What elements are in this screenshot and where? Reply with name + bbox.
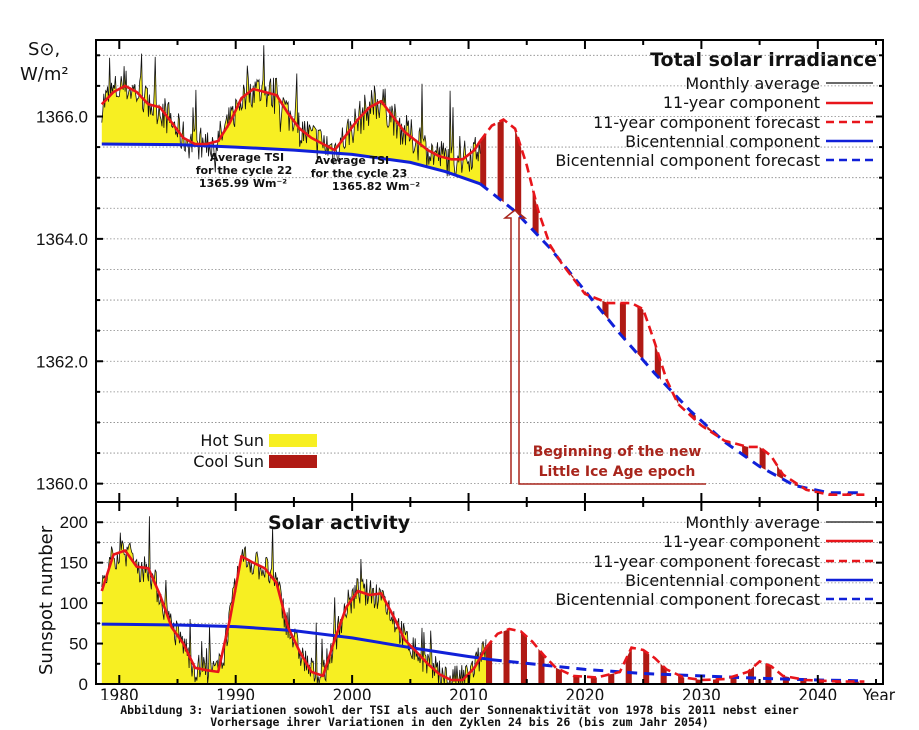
- bottom-cool-sun-stripe: [555, 667, 562, 684]
- little-ice-age-line1: Beginning of the new: [533, 444, 702, 460]
- cool-sun-label: Cool Sun: [193, 452, 264, 471]
- bottom-y-tick-label: 150: [60, 554, 88, 573]
- bottom-cool-sun-stripe: [520, 631, 527, 684]
- top-panel-series: [100, 45, 865, 496]
- solar-chart: 1360.0 1362.0 1364.0 1366.0 0 50 100 150 200 1980…: [20, 39, 896, 700]
- bottom-legend-bicentennial: Bicentennial component: [625, 571, 820, 590]
- top-legend-11yr-forecast: 11-year component forecast: [593, 113, 820, 132]
- top-cool-sun-stripe: [759, 446, 766, 470]
- x-tick-label: 2000: [333, 686, 372, 700]
- x-tick-label: 2020: [566, 686, 605, 700]
- bottom-y-tick-label: 100: [60, 594, 88, 613]
- x-tick-label: 2030: [682, 686, 721, 700]
- bottom-bicentennial-line: [101, 622, 493, 662]
- bottom-panel-series: [100, 516, 865, 685]
- bottom-y-tick-label: 50: [69, 635, 88, 654]
- hot-cool-legend: Hot Sun Cool Sun: [193, 431, 317, 471]
- top-cool-sun-stripe: [619, 303, 626, 341]
- bottom-panel-title: Solar activity: [268, 512, 411, 534]
- bottom-bicentennial-forecast-line: [491, 658, 865, 683]
- x-tick-label: 1990: [216, 686, 255, 700]
- bottom-cool-sun-stripe: [608, 673, 615, 684]
- top-cool-sun-stripe: [654, 342, 661, 380]
- cycle22-line2: for the cycle 22: [196, 164, 293, 177]
- bottom-legend: Monthly average 11-year component 11-yea…: [555, 513, 873, 609]
- top-legend: Monthly average 11-year component 11-yea…: [555, 74, 873, 170]
- bottom-panel-gridlines: [96, 521, 883, 665]
- top-panel-fills: [101, 45, 853, 495]
- top-cool-sun-stripe: [480, 133, 487, 189]
- top-y-tick-label: 1362.0: [36, 352, 88, 371]
- top-y-tick-label: 1366.0: [36, 107, 88, 126]
- bottom-legend-monthly: Monthly average: [685, 513, 820, 532]
- bottom-cool-sun-stripe: [538, 648, 545, 684]
- cycle22-line1: Average TSI: [210, 151, 284, 164]
- cool-sun-swatch: [269, 455, 317, 468]
- top-hot-sun-fill: [101, 45, 481, 184]
- top-y-label-line2: W/m²: [20, 64, 69, 85]
- top-panel-gridlines: [96, 54, 883, 485]
- hot-sun-label: Hot Sun: [200, 431, 264, 450]
- bottom-11yr-line: [100, 549, 488, 682]
- top-cool-sun-stripe: [515, 128, 522, 218]
- bottom-panel-frame: [95, 501, 884, 685]
- cycle22-line3: 1365.99 Wm⁻²: [199, 177, 287, 190]
- annotation-cycle-23: Average TSI for the cycle 23 1365.82 Wm⁻…: [311, 154, 421, 193]
- top-y-tick-label: 1360.0: [36, 475, 88, 494]
- bottom-11yr-forecast-line: [485, 627, 865, 683]
- bottom-legend-bicentennial-forecast: Bicentennial component forecast: [555, 590, 820, 609]
- top-legend-monthly: Monthly average: [685, 74, 820, 93]
- bottom-cool-sun-stripe: [573, 675, 580, 684]
- bottom-cool-sun-stripe: [503, 629, 510, 684]
- figure-caption-line1: Abbildung 3: Variationen sowohl der TSI …: [120, 703, 799, 717]
- top-11yr-forecast-line: [479, 117, 865, 496]
- bottom-legend-11yr-forecast: 11-year component forecast: [593, 552, 820, 571]
- cycle23-line1: Average TSI: [315, 154, 389, 167]
- little-ice-age-line2: Little Ice Age epoch: [539, 464, 696, 480]
- axis-labels: 1360.0 1362.0 1364.0 1366.0 0 50 100 150 200 1980…: [36, 107, 837, 700]
- annotation-cycle-22: Average TSI for the cycle 22 1365.99 Wm⁻…: [196, 151, 293, 190]
- little-ice-age-arrow: [502, 209, 706, 485]
- bottom-y-tick-label: 200: [60, 513, 88, 532]
- top-legend-bicentennial: Bicentennial component: [625, 132, 820, 151]
- top-y-tick-label: 1364.0: [36, 230, 88, 249]
- bottom-cool-sun-stripe: [625, 647, 632, 684]
- bottom-cool-sun-stripe: [486, 640, 493, 684]
- bottom-cool-sun-stripe: [748, 666, 754, 684]
- top-legend-11yr: 11-year component: [663, 93, 820, 112]
- top-11yr-line: [100, 84, 482, 161]
- figure-caption-line2: Vorhersage ihrer Variationen in den Zykl…: [210, 715, 709, 729]
- x-tick-label: 2010: [449, 686, 488, 700]
- hot-sun-swatch: [269, 434, 317, 447]
- bottom-cool-sun-stripe: [590, 677, 597, 684]
- bottom-hot-sun-fill: [101, 516, 487, 684]
- cycle23-line2: for the cycle 23: [311, 167, 408, 180]
- top-bicentennial-forecast-line: [479, 182, 865, 495]
- top-cool-sun-stripe: [497, 119, 504, 203]
- x-tick-label: 2040: [798, 686, 837, 700]
- top-bicentennial-line: [101, 142, 481, 186]
- bottom-cool-sun-stripe: [695, 679, 702, 684]
- bottom-cool-sun-stripe: [643, 650, 650, 684]
- bottom-legend-11yr: 11-year component: [663, 532, 820, 551]
- bottom-y-label: Sunspot number: [36, 525, 57, 675]
- top-panel-title: Total solar irradiance: [650, 49, 877, 71]
- axes: [95, 39, 884, 685]
- top-y-label-line1: S⊙,: [28, 39, 60, 60]
- bottom-y-tick-label: 0: [79, 675, 88, 694]
- x-tick-label: 1980: [100, 686, 139, 700]
- top-cool-sun-stripe: [637, 306, 644, 361]
- little-ice-age-annotation: Beginning of the new Little Ice Age epoc…: [502, 209, 706, 485]
- top-legend-bicentennial-forecast: Bicentennial component forecast: [555, 151, 820, 170]
- top-cool-sun-stripe: [532, 188, 539, 237]
- top-cool-sun-stripe: [602, 300, 609, 320]
- cycle23-line3: 1365.82 Wm⁻²: [332, 180, 420, 193]
- x-axis-label: Year: [862, 686, 896, 700]
